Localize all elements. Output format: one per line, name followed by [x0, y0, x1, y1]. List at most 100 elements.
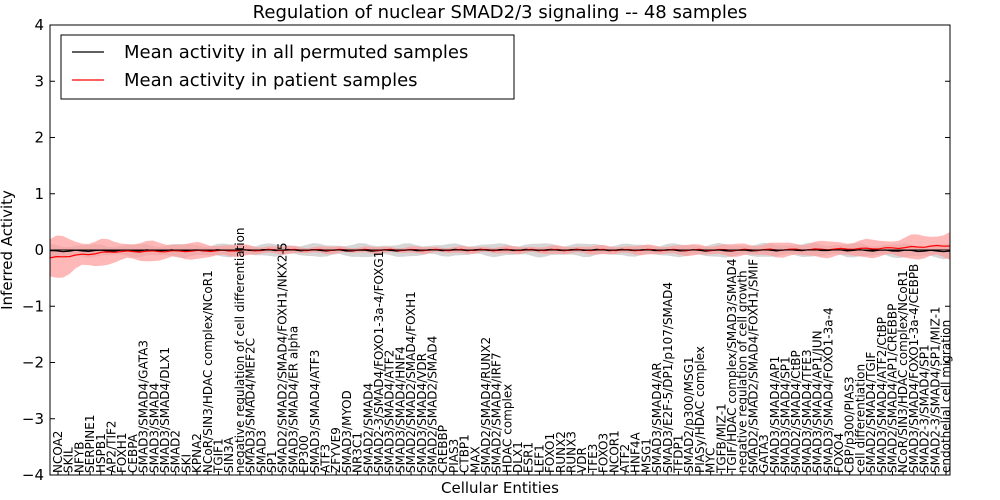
entity-label: SMAD2-3/SMAD4/SP1/MIZ-1 [928, 306, 942, 473]
entity-label: NCoR/SIN3/HDAC complex/NCoR1 [201, 270, 215, 473]
entity-label: SMAD2-3/SMAD4/SP1 [918, 344, 932, 473]
entity-label: SKI [179, 454, 193, 473]
entity-label: SMAD2/SMAD4/IRF7 [490, 352, 504, 473]
entity-label: GATA3 [757, 434, 771, 473]
entity-label: HNF4A [629, 431, 643, 473]
entity-label: SMAD2/SMAD4/CtBP [789, 350, 803, 473]
entity-label: SP1 [265, 451, 279, 474]
entity-label: TFE3 [586, 444, 600, 474]
y-tick-label: −3 [22, 410, 44, 428]
entity-label: SMAD3/SMAD4/MEF2C [244, 338, 258, 473]
entity-label: SERPINE1 [83, 414, 97, 473]
entity-label: endothelial cell migration [939, 320, 953, 473]
legend-box [60, 34, 515, 100]
entity-label: SMAD2/SMAD2/SMAD4 [425, 336, 439, 473]
entity-label: SKIL [62, 447, 76, 473]
entity-label: SMAD3/SMAD4/VDR [415, 353, 429, 473]
entity-label: CEBPA [126, 433, 140, 473]
entity-label: SMAD3/SMAD4/TFE3 [800, 349, 814, 473]
entity-label: SMAD2/SMAD2/SMAD4/FOXH1/SMIF [746, 259, 760, 473]
y-axis-label: Inferred Activity [0, 190, 16, 310]
entity-label: CREBBP [436, 425, 450, 473]
entity-label: NCoR/SIN3/HDAC complex/NCoR1 [896, 270, 910, 473]
entity-label: SMAD3/SMAD4/GATA3 [137, 340, 151, 473]
entity-label: SMAD3 [254, 430, 268, 473]
entity-label: SMAD3/MYOD [340, 390, 354, 473]
legend: Mean activity in all permuted samples Me… [60, 34, 515, 100]
y-tick-label: −4 [22, 466, 44, 484]
patient-spread-band [50, 232, 950, 278]
y-tick-label: 2 [34, 129, 44, 147]
entity-label: SMAD3/SMAD4/AP1/JUN [811, 330, 825, 473]
entity-label: NFYB [72, 442, 86, 473]
legend-entry-permuted: Mean activity in all permuted samples [124, 42, 468, 63]
entity-label: SMAD2/SMAD2/SMAD4/FOXH1 [404, 291, 418, 473]
entity-label: SMAD2/SMAD2/SMAD4/FOXH1/NKX2-5 [276, 243, 290, 473]
entity-label: MAX [468, 446, 482, 473]
entity-label: SMAD2-3/SMAD4/FOXO1-3a-4/FOXG1 [372, 251, 386, 473]
entity-label: RUNX2 [554, 431, 568, 473]
entity-label: cell differentiation [853, 364, 867, 473]
chart-title: Regulation of nuclear SMAD2/3 signaling … [253, 2, 748, 23]
entity-label: SMAD2/SMAD4/AP1/CREBBP [886, 304, 900, 473]
entity-label: NR3C1 [351, 432, 365, 473]
entity-label: SMAD3/SMAD4/AR [650, 362, 664, 473]
entity-label: ESR1 [522, 442, 536, 473]
entity-label: CTBP1 [458, 434, 472, 473]
entity-label: SMAD3/SMAD4/ER alpha [286, 326, 300, 473]
entity-label: SMAD2/p300/MSG1 [682, 356, 696, 473]
y-tick-label: 4 [34, 16, 44, 34]
entity-label: LEF1 [532, 444, 546, 473]
entity-label: SMAD3/SMAD4 [147, 383, 161, 473]
entity-label: SIN3A [222, 436, 236, 473]
entity-label: SMAD3/SMAD4/HNF4 [393, 346, 407, 473]
entity-label: SMAD3/SMAD4/AP1 [768, 356, 782, 473]
x-axis-label: Cellular Entities [441, 479, 559, 497]
y-tick-label: 1 [34, 185, 44, 203]
entity-label: SMAD3/SMAD4/DLX1 [158, 347, 172, 473]
legend-entry-patient: Mean activity in patient samples [124, 70, 418, 91]
entity-label: FOXO3 [597, 433, 611, 473]
entity-label: TFDP1 [672, 435, 686, 474]
entity-label: SMAD3/SMAD4/FOXO1-3a-4 [821, 307, 835, 473]
y-tick-label: −2 [22, 354, 44, 372]
entity-label: FOXO4 [832, 433, 846, 473]
entity-label: HDAC complex [500, 384, 514, 473]
entity-label: SMAD3/SMAD4/SP1 [779, 356, 793, 473]
entity-label: AP2/TIF2 [104, 420, 118, 473]
y-tick-label: 0 [34, 241, 44, 259]
entity-label: negative regulation of cell differentiat… [233, 227, 247, 473]
entity-label: VDR [575, 447, 589, 473]
entity-label: ATF2 [618, 444, 632, 473]
entity-label: SMAD3/SMAD4/ATF2/CtBP [875, 317, 889, 473]
entity-label: SMAD3/SMAD4/FOXO1-3a-4/CEBPB [907, 264, 921, 473]
entity-label: NCOR1 [607, 430, 621, 473]
y-tick-label: −1 [22, 297, 44, 315]
entity-label: DLX1 [511, 441, 525, 473]
entity-label: EP300 [297, 435, 311, 473]
entity-label: negative regulation of cell growth [736, 270, 750, 473]
entity-label: HSPB1 [94, 433, 108, 473]
entity-label: CBP/p300/PIAS3 [843, 376, 857, 473]
entity-label: RUNX3 [565, 431, 579, 473]
entity-label: NCOA2 [51, 431, 65, 473]
entity-label: TGFB/MIZ-1 [714, 403, 728, 474]
entity-label: SMAD3/SMAD4/ATF2 [383, 350, 397, 473]
entity-label: ATF3 [318, 444, 332, 473]
entity-label: PIAS3 [447, 439, 461, 473]
entity-label: SMAD3/SMAD4/ATF3 [308, 350, 322, 473]
entity-label: ZFYVE9 [329, 427, 343, 473]
entity-label: TGIF/HDAC complex/SMAD3/SMAD4 [725, 259, 739, 474]
entity-label: SMAD3/E2F-5/DP1/p107/SMAD4 [661, 282, 675, 473]
entity-label: FOXH1 [115, 433, 129, 473]
entity-label: MSG1 [639, 438, 653, 473]
entity-label: SMAD2/SMAD4/TGIF [864, 352, 878, 473]
entity-label: MYC [704, 448, 718, 473]
entity-label: SMAD2/SMAD4/RUNX2 [479, 337, 493, 473]
y-tick-label: 3 [34, 72, 44, 90]
entity-label: FOXO1 [543, 433, 557, 473]
entity-label: SMAD2 [169, 430, 183, 473]
entity-label: SMAD2/SMAD4 [361, 383, 375, 473]
entity-label: TGIF1 [211, 438, 225, 474]
